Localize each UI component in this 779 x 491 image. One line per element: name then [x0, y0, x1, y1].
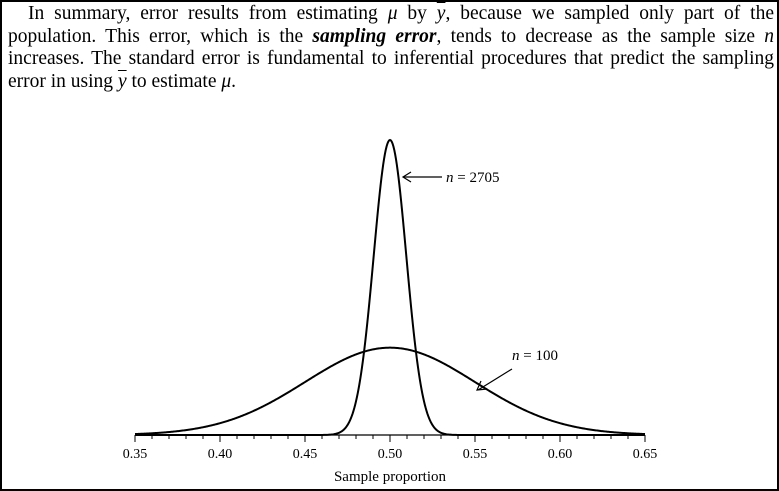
x-tick-label: 0.65 [633, 447, 658, 462]
curve-n-100 [134, 346, 646, 436]
x-axis-label: Sample proportion [334, 469, 447, 485]
curve-n-2705 [135, 138, 645, 436]
arrow-line-n-100 [477, 368, 513, 391]
text-seg: , because we sampled only part of the po… [8, 3, 775, 47]
x-tick-label: 0.60 [548, 447, 573, 462]
annotation-value: = 2705 [454, 170, 500, 186]
text-seg: to estimate [126, 70, 222, 92]
x-tick-label: 0.45 [293, 447, 318, 462]
x-tick-label: 0.50 [378, 447, 403, 462]
mu-symbol: μ [387, 3, 398, 24]
annotation-n-symbol: n [446, 170, 454, 186]
arrowhead-n-100 [476, 380, 488, 391]
annotation-n-2705: n = 2705 [401, 170, 499, 186]
text-seg: In summary, error results from estimatin… [28, 3, 388, 24]
ybar-symbol: y [436, 3, 446, 24]
text-seg: by [397, 3, 437, 24]
x-tick-label: 0.40 [208, 447, 233, 462]
annotation-label-n-2705: n = 2705 [446, 170, 499, 186]
sampling-error-term: sampling error [312, 25, 437, 47]
mu-symbol: μ [221, 70, 232, 92]
summary-paragraph: In summary, error results from estimatin… [8, 3, 774, 93]
curves-group [134, 138, 646, 436]
text-seg: , tends to decrease as the sample size [436, 25, 765, 47]
text-seg: . [231, 70, 237, 92]
text-seg: increases. The standard error is fundame… [8, 48, 774, 92]
annotation-n-symbol: n [512, 348, 520, 364]
x-ticks-group [134, 435, 646, 442]
x-tick-labels-group: 0.35 0.40 0.45 0.50 0.55 0.60 0.65 [123, 447, 658, 462]
x-tick-label: 0.35 [123, 447, 148, 462]
ybar-symbol: y [117, 70, 127, 92]
x-tick-label: 0.55 [463, 447, 488, 462]
annotation-label-n-100: n = 100 [512, 348, 558, 364]
arrowhead-n-2705 [401, 171, 412, 183]
n-symbol: n [764, 25, 774, 47]
annotation-n-100: n = 100 [476, 348, 558, 391]
annotation-value: = 100 [520, 348, 558, 364]
